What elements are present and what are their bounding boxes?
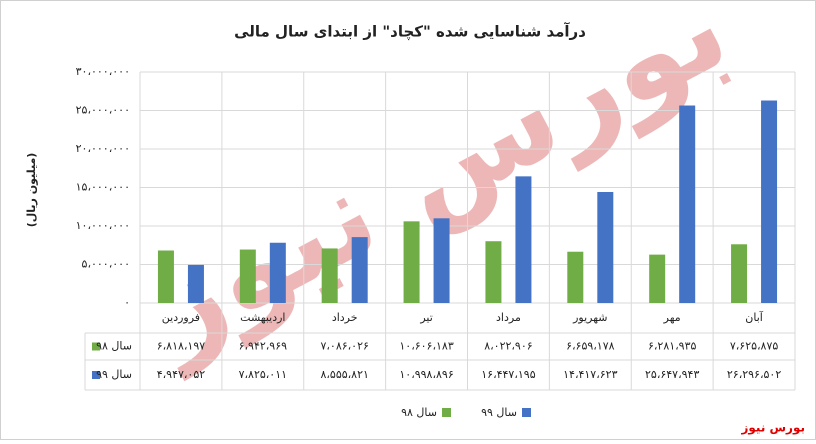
bar (515, 176, 532, 303)
category-label: مرداد (496, 311, 521, 324)
table-value: ۱۶،۴۴۷،۱۹۵ (481, 368, 535, 381)
legend-label: سال ۹۸ (401, 406, 437, 419)
y-tick-label: ۲۵،۰۰۰،۰۰۰ (76, 104, 130, 117)
table-value: ۲۵،۶۴۷،۹۴۳ (645, 368, 699, 381)
table-series-name: سال ۹۹ (96, 368, 132, 381)
bar (269, 242, 286, 303)
table-value: ۱۰،۹۹۸،۸۹۶ (399, 368, 453, 381)
table-value: ۶،۹۴۲،۹۶۹ (239, 340, 288, 353)
table-value: ۴،۹۴۷،۰۵۲ (157, 368, 206, 381)
category-label: خرداد (332, 311, 358, 324)
y-tick-label: ۳۰،۰۰۰،۰۰۰ (76, 65, 130, 78)
category-label: مهر (663, 311, 681, 324)
category-label: تیر (419, 311, 432, 324)
table-value: ۶،۶۵۹،۱۷۸ (566, 340, 615, 353)
bar (403, 221, 420, 303)
y-tick-label: ۱۰،۰۰۰،۰۰۰ (76, 219, 130, 232)
table-value: ۶،۸۱۸،۱۹۷ (157, 340, 206, 353)
chart-title: درآمد شناسایی شده "کچاد" از ابتدای سال م… (234, 23, 586, 42)
y-tick-label: ۱۵،۰۰۰،۰۰۰ (76, 181, 130, 194)
category-label: آبان (745, 310, 763, 324)
legend-key (442, 408, 451, 417)
y-axis-label: (میلیون ریال) (25, 153, 38, 228)
bar (187, 264, 204, 303)
y-tick-label: ۵،۰۰۰،۰۰۰ (82, 258, 130, 271)
table-value: ۶،۲۸۱،۹۳۵ (648, 340, 697, 353)
bar (433, 218, 450, 303)
table-value: ۷،۶۲۵،۸۷۵ (730, 340, 779, 353)
table-value: ۷،۸۲۵،۰۱۱ (239, 368, 287, 381)
y-tick-label: ۲۰،۰۰۰،۰۰۰ (76, 142, 130, 155)
bar (239, 249, 256, 303)
bar (649, 254, 666, 303)
bar (731, 244, 748, 303)
bar (679, 105, 696, 304)
source: بورس نیوز (740, 421, 805, 436)
category-label: اردیبهشت (240, 311, 285, 324)
table-value: ۸،۵۵۵،۸۲۱ (320, 368, 368, 381)
bar (157, 250, 174, 303)
table-legend-key (92, 371, 100, 379)
legend-label: سال ۹۹ (481, 406, 517, 419)
table-value: ۱۰،۶۰۶،۱۸۳ (399, 340, 453, 353)
bar (597, 191, 614, 303)
bar (761, 100, 778, 303)
bar (485, 241, 502, 303)
table-value: ۷،۰۸۶،۰۲۶ (320, 340, 368, 353)
table-series-name: سال ۹۸ (96, 340, 132, 353)
bar (567, 251, 584, 303)
category-label: فروردین (162, 311, 200, 324)
y-tick-label: ۰ (124, 296, 130, 309)
table-legend-key (92, 342, 100, 351)
table-value: ۲۶،۲۹۶،۵۰۲ (727, 368, 781, 381)
category-label: شهریور (572, 311, 607, 324)
bar (351, 237, 368, 303)
legend-key (522, 408, 531, 417)
table-value: ۸،۰۲۲،۹۰۶ (484, 340, 532, 353)
bar (321, 248, 338, 303)
table-value: ۱۴،۴۱۷،۶۲۳ (563, 368, 617, 381)
